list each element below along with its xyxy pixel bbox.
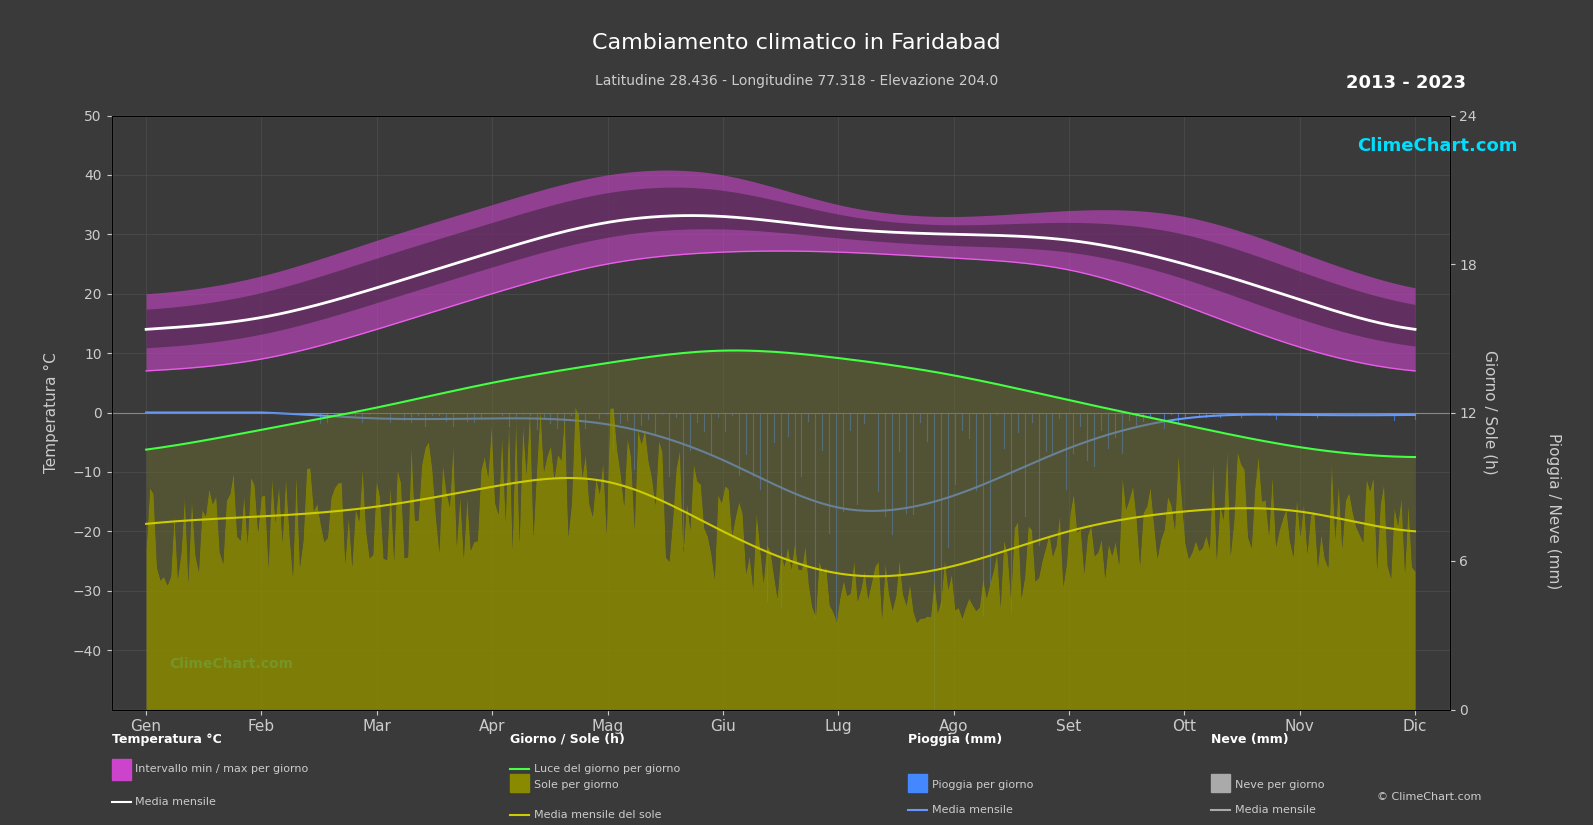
Text: Media mensile del sole: Media mensile del sole [534, 810, 661, 820]
Text: Pioggia (mm): Pioggia (mm) [908, 733, 1002, 746]
Text: Cambiamento climatico in Faridabad: Cambiamento climatico in Faridabad [593, 33, 1000, 53]
Y-axis label: Giorno / Sole (h): Giorno / Sole (h) [1483, 350, 1497, 475]
Text: Giorno / Sole (h): Giorno / Sole (h) [510, 733, 624, 746]
Text: Media mensile: Media mensile [135, 797, 217, 807]
Text: Sole per giorno: Sole per giorno [534, 780, 618, 790]
Text: Neve per giorno: Neve per giorno [1235, 780, 1324, 790]
Text: Latitudine 28.436 - Longitudine 77.318 - Elevazione 204.0: Latitudine 28.436 - Longitudine 77.318 -… [594, 74, 999, 88]
Text: ClimeChart.com: ClimeChart.com [169, 657, 293, 671]
Text: Pioggia per giorno: Pioggia per giorno [932, 780, 1034, 790]
Text: Media mensile: Media mensile [932, 805, 1013, 815]
Text: ClimeChart.com: ClimeChart.com [1357, 137, 1518, 155]
Text: Intervallo min / max per giorno: Intervallo min / max per giorno [135, 764, 309, 774]
Text: Neve (mm): Neve (mm) [1211, 733, 1289, 746]
Text: Temperatura °C: Temperatura °C [112, 733, 221, 746]
Text: Pioggia / Neve (mm): Pioggia / Neve (mm) [1545, 433, 1561, 590]
Text: Media mensile: Media mensile [1235, 805, 1316, 815]
Text: 2013 - 2023: 2013 - 2023 [1346, 74, 1466, 92]
Text: Luce del giorno per giorno: Luce del giorno per giorno [534, 764, 680, 774]
Y-axis label: Temperatura °C: Temperatura °C [43, 352, 59, 473]
Text: © ClimeChart.com: © ClimeChart.com [1376, 792, 1481, 802]
